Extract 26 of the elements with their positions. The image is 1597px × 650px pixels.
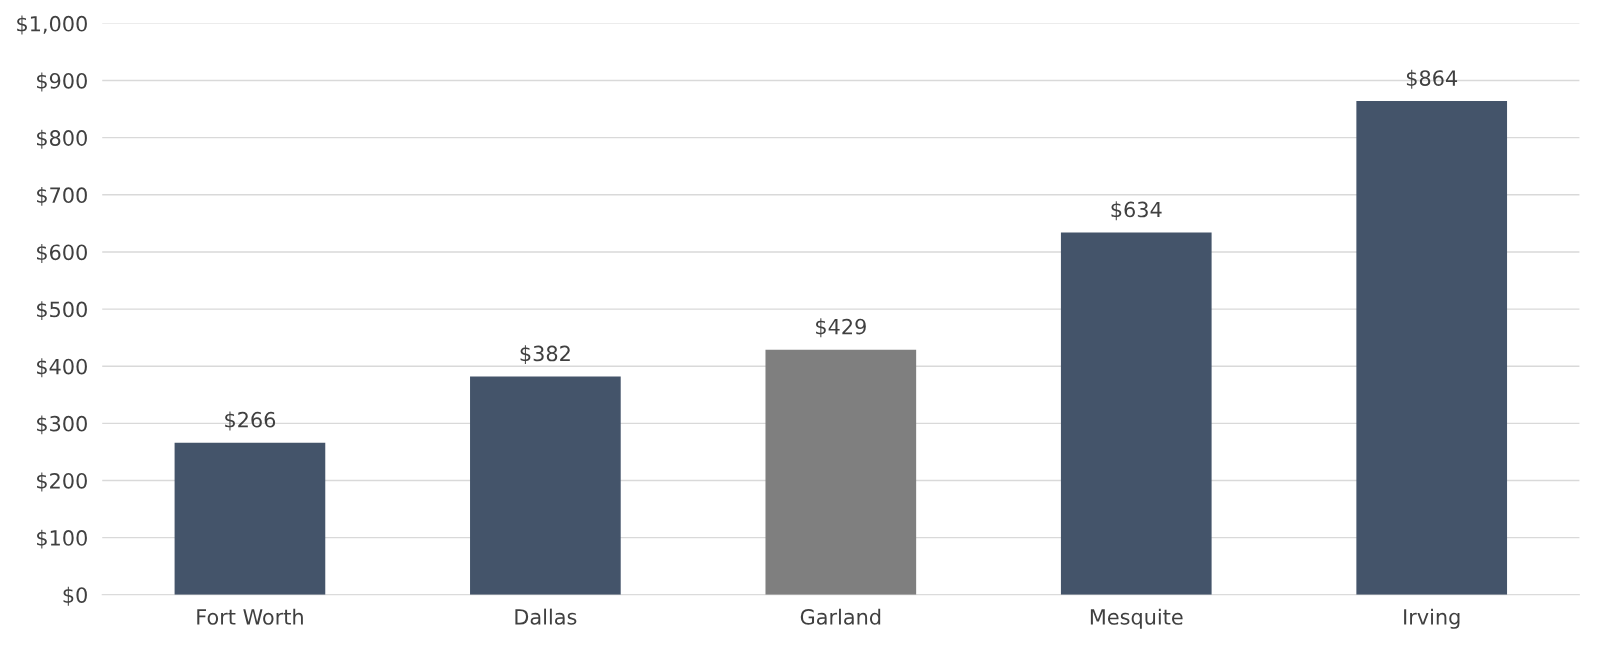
bar <box>174 442 326 595</box>
x-tick-label: Garland <box>800 608 881 625</box>
y-tick-label: $800 <box>37 129 87 149</box>
x-tick-label: Dallas <box>515 608 577 625</box>
x-tick-label: Fort Worth <box>197 608 303 625</box>
bar <box>765 349 917 595</box>
y-tick-label: $500 <box>37 301 87 321</box>
y-tick-label: $200 <box>37 472 87 492</box>
y-tick-label: $100 <box>37 529 87 549</box>
bar <box>1060 232 1212 595</box>
x-tick-label: Irving <box>1404 608 1460 629</box>
data-label: $634 <box>1111 201 1162 221</box>
x-tick-label: Mesquite <box>1090 608 1183 629</box>
y-tick-label: $400 <box>37 358 87 378</box>
data-label: $382 <box>520 345 570 365</box>
data-label: $864 <box>1406 69 1458 89</box>
y-tick-label: $0 <box>63 586 87 606</box>
data-label: $429 <box>816 318 866 338</box>
bar <box>1356 101 1508 595</box>
y-tick-label: $900 <box>37 72 87 92</box>
y-tick-label: $600 <box>37 244 87 263</box>
y-tick-label: $1,000 <box>17 15 87 35</box>
data-label: $266 <box>225 411 276 431</box>
y-tick-label: $700 <box>37 186 87 206</box>
y-tick-label: $300 <box>37 415 87 435</box>
bar <box>470 376 621 595</box>
